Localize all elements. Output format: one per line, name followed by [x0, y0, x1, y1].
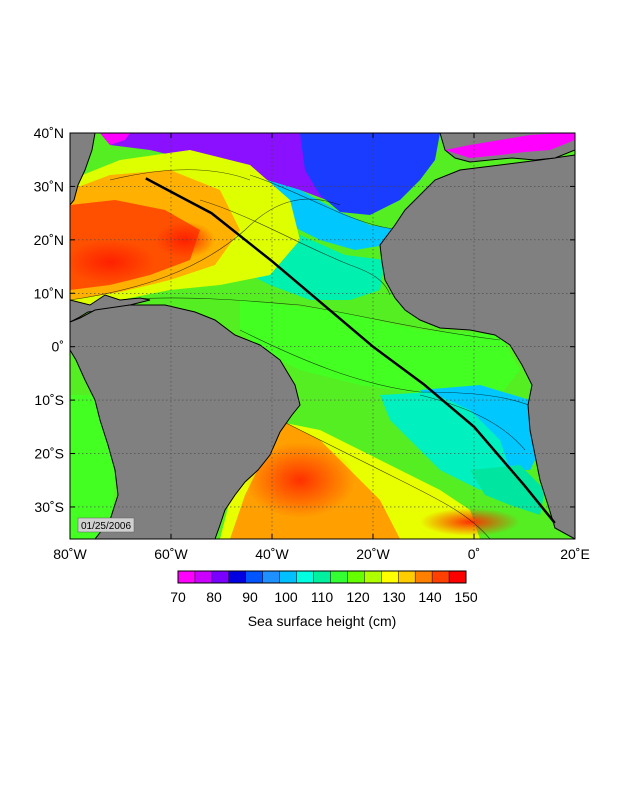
map-graticule: [70, 133, 575, 539]
colorbar-swatch: [381, 571, 399, 583]
colorbar-swatch: [178, 571, 196, 583]
ssh-region-equatorial-green: [240, 300, 520, 395]
ssh-region-angola-teal: [380, 392, 510, 490]
ssh-hotspot-sargasso: [155, 222, 215, 258]
cruise-track-line: [145, 177, 556, 524]
colorbar-swatch: [347, 571, 365, 583]
colorbar-title: Sea surface height (cm): [248, 613, 397, 629]
map-panel: [70, 133, 575, 539]
lat-tick-label: 40˚N: [34, 125, 64, 141]
land-north-america: [70, 133, 96, 206]
colorbar-swatch: [194, 571, 213, 583]
latitude-axis: 40˚N 30˚N 20˚N 10˚N 0˚ 10˚S 20˚S 30˚S: [34, 125, 575, 515]
colorbar-tick-label: 80: [206, 589, 222, 605]
colorbar-tick-label: 110: [311, 589, 334, 605]
lat-tick-label: 10˚S: [34, 392, 64, 408]
colorbar-swatch: [415, 571, 433, 583]
date-stamp: 01/25/2006: [77, 517, 135, 533]
longitude-axis: 80˚W 60˚W 40˚W 20˚W 0˚ 20˚E: [53, 133, 590, 562]
lon-tick-label: 0˚: [468, 546, 480, 562]
land-south-america: [70, 304, 301, 539]
colorbar-tick-label: 140: [418, 589, 442, 605]
colorbar-swatch: [398, 571, 416, 583]
lon-tick-label: 60˚W: [154, 546, 188, 562]
lon-tick-label: 20˚W: [356, 546, 390, 562]
colorbar-tick-label: 130: [382, 589, 406, 605]
lat-tick-label: 20˚S: [34, 446, 64, 462]
ssh-hotspot-south-east: [420, 508, 520, 536]
colorbar: 70 80 90 100 110 120 130 140 150 Sea surface hei…: [170, 570, 478, 629]
lon-tick-label: 40˚W: [255, 546, 289, 562]
colorbar-swatch: [228, 571, 247, 583]
colorbar-frame: [177, 570, 467, 584]
ssh-region-north-cyan: [250, 175, 400, 250]
lat-tick-label: 30˚N: [34, 178, 64, 194]
land-africa: [379, 154, 575, 539]
colorbar-swatch: [211, 571, 230, 583]
colorbar-swatches: [178, 571, 467, 583]
colorbar-swatch: [296, 571, 314, 583]
colorbar-swatch: [262, 571, 280, 583]
lat-tick-label: 0˚: [52, 339, 64, 355]
colorbar-swatch: [313, 571, 331, 583]
colorbar-swatch: [279, 571, 297, 583]
lon-tick-label: 80˚W: [53, 546, 87, 562]
colorbar-tick-label: 90: [242, 589, 258, 605]
colorbar-tick-labels: 70 80 90 100 110 120 130 140 150: [170, 589, 478, 605]
colorbar-swatch: [432, 571, 450, 583]
colorbar-tick-label: 100: [274, 589, 298, 605]
ssh-contour-lines: [70, 169, 541, 539]
ssh-field: [70, 133, 545, 539]
map-frame: [69, 132, 576, 540]
colorbar-swatch: [245, 571, 264, 583]
ssh-hotspot-caribbean: [70, 240, 155, 284]
colorbar-tick-label: 70: [170, 589, 186, 605]
ssh-region-north-magenta: [100, 133, 130, 145]
date-stamp-text: 01/25/2006: [81, 521, 131, 532]
lat-tick-label: 20˚N: [34, 232, 64, 248]
land-masses: [70, 133, 575, 539]
colorbar-tick-label: 150: [454, 589, 478, 605]
colorbar-tick-label: 120: [346, 589, 370, 605]
ssh-region-northeast-blue: [300, 133, 440, 215]
colorbar-swatch: [364, 571, 382, 583]
ssh-region-benguela-teal: [470, 465, 545, 515]
lat-tick-label: 10˚N: [34, 285, 64, 301]
colorbar-swatch: [330, 571, 348, 583]
ssh-hotspot-brazil-current: [245, 442, 355, 518]
lon-tick-label: 20˚E: [560, 546, 590, 562]
lat-tick-label: 30˚S: [34, 499, 64, 515]
ssh-region-mediterranean: [445, 133, 575, 158]
colorbar-swatch: [449, 571, 467, 583]
